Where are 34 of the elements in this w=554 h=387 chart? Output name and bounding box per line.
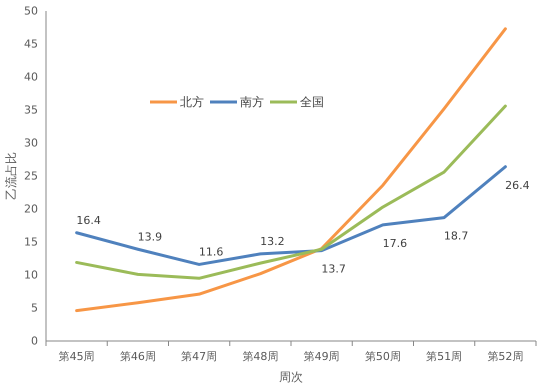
x-tick-label: 第50周 <box>364 350 401 363</box>
y-tick-label: 15 <box>24 236 38 248</box>
y-tick-label: 5 <box>31 302 38 314</box>
x-tick-label: 第52周 <box>487 350 524 363</box>
legend-label: 南方 <box>240 95 264 109</box>
legend-label: 北方 <box>180 95 204 109</box>
x-tick-label: 第46周 <box>120 350 156 363</box>
data-label: 13.2 <box>260 234 285 248</box>
x-tick-label: 第47周 <box>181 350 218 363</box>
x-tick-label: 第49周 <box>304 350 340 363</box>
data-label: 18.7 <box>444 230 468 243</box>
y-tick-label: 20 <box>24 202 38 216</box>
y-tick-label: 35 <box>24 104 38 116</box>
data-label: 13.9 <box>138 230 162 244</box>
y-tick-label: 40 <box>24 70 38 84</box>
data-label: 13.7 <box>321 262 346 276</box>
x-tick-label: 第51周 <box>426 350 462 363</box>
line-series <box>75 165 507 266</box>
x-tick-label: 第45周 <box>58 350 95 363</box>
x-tick-label: 第48周 <box>242 350 278 363</box>
y-tick-label: 45 <box>24 38 38 50</box>
y-tick-label: 10 <box>24 268 38 282</box>
y-tick-label: 25 <box>24 170 38 182</box>
x-axis-title: 周次 <box>279 370 303 384</box>
line-series <box>75 27 507 312</box>
data-label: 26.4 <box>505 178 530 192</box>
y-axis-title: 乙流占比 <box>4 152 18 200</box>
data-label: 11.6 <box>198 245 224 258</box>
y-tick-label: 30 <box>24 136 38 150</box>
y-tick-label: 0 <box>31 334 38 348</box>
data-label: 17.6 <box>382 236 408 250</box>
y-tick-label: 50 <box>24 4 38 18</box>
legend-label: 全国 <box>300 95 324 109</box>
data-label: 16.4 <box>76 214 101 227</box>
